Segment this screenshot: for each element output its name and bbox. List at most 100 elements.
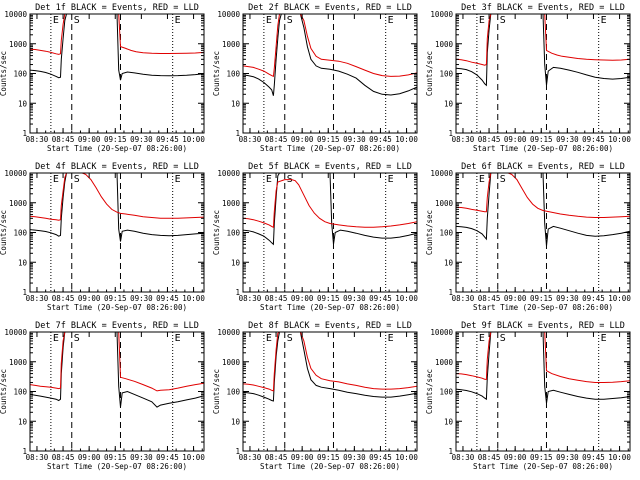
panel-1-xtick-label-4: 09:30 — [130, 135, 153, 144]
panel-9-ylabel: Counts/sec — [425, 369, 434, 414]
panel-1-xtick-label-6: 10:00 — [182, 135, 205, 144]
panel-1-ytick-label-0: 1 — [22, 129, 27, 138]
panel-7-xtick-label-4: 09:30 — [130, 453, 153, 462]
panel-6-xtick-label-2: 09:00 — [504, 294, 527, 303]
panel-5-ytick-label-1: 10 — [231, 258, 241, 267]
panel-3-series-events — [456, 14, 630, 87]
panel-8-ytick-label-1: 10 — [231, 417, 241, 426]
panel-7-xtick-label-5: 09:45 — [156, 453, 179, 462]
panel-8-ytick-label-2: 100 — [226, 388, 240, 397]
panel-3-xtick-label-0: 08:30 — [452, 135, 475, 144]
panel-2-series-lld — [243, 14, 417, 78]
panel-1-xlabel: Start Time (20-Sep-07 08:26:00) — [47, 144, 187, 153]
panel-1-ytick-label-2: 100 — [13, 70, 27, 79]
panel-2-xtick-label-4: 09:30 — [343, 135, 366, 144]
panel-1-ylabel: Counts/sec — [0, 51, 8, 96]
panel-5-marker-label-1: E — [266, 174, 272, 185]
panel-7-xtick-label-3: 09:15 — [104, 453, 127, 462]
panel-6-ytick-label-1: 10 — [444, 258, 454, 267]
panel-9-ytick-label-0: 1 — [448, 447, 453, 456]
panel-2-title: Det 2f BLACK = Events, RED = LLD — [248, 3, 412, 13]
panel-7-ytick-label-4: 10000 — [4, 328, 27, 337]
panel-5-xtick-label-2: 09:00 — [291, 294, 314, 303]
panel-2-xtick-label-6: 10:00 — [395, 135, 418, 144]
panel-5-xtick-label-5: 09:45 — [369, 294, 392, 303]
panel-2-xtick-label-3: 09:15 — [317, 135, 340, 144]
panel-8-series-events — [243, 332, 417, 402]
panel-5-xlabel: Start Time (20-Sep-07 08:26:00) — [260, 303, 400, 312]
panel-2-ytick-label-0: 1 — [235, 129, 240, 138]
panel-3-ytick-label-3: 1000 — [435, 40, 454, 49]
panel-7-marker-label-4: E — [175, 333, 181, 344]
panel-9-ytick-label-2: 100 — [439, 388, 453, 397]
panel-3-ytick-label-2: 100 — [439, 70, 453, 79]
panel-7-ytick-label-1: 10 — [18, 417, 28, 426]
panel-1-marker-label-1: E — [53, 15, 59, 26]
panel-5-series-events — [243, 173, 417, 246]
panel-8-marker-label-1: E — [266, 333, 272, 344]
panel-7-xlabel: Start Time (20-Sep-07 08:26:00) — [47, 462, 187, 471]
panel-3-ytick-label-0: 1 — [448, 129, 453, 138]
panel-6-xlabel: Start Time (20-Sep-07 08:26:00) — [473, 303, 613, 312]
panel-1-xtick-label-1: 08:45 — [52, 135, 75, 144]
panel-1-frame — [29, 13, 205, 134]
panel-9-marker-label-1: E — [479, 333, 485, 344]
panel-4-xtick-label-4: 09:30 — [130, 294, 153, 303]
panel-5-xtick-label-0: 08:30 — [239, 294, 262, 303]
panel-5-ytick-label-3: 1000 — [222, 199, 241, 208]
panel-1-marker-label-4: E — [175, 15, 181, 26]
panel-6-ylabel: Counts/sec — [425, 210, 434, 255]
panel-3-marker-label-1: E — [479, 15, 485, 26]
panel-7-title: Det 7f BLACK = Events, RED = LLD — [35, 321, 199, 331]
panel-2-series-events — [243, 14, 417, 96]
panel-4-frame — [29, 172, 205, 293]
panel-5-series-lld — [243, 179, 417, 229]
panel-1-title: Det 1f BLACK = Events, RED = LLD — [35, 3, 199, 13]
panel-4-xtick-label-0: 08:30 — [26, 294, 49, 303]
panel-1-xtick-label-3: 09:15 — [104, 135, 127, 144]
panel-4-ytick-label-2: 100 — [13, 229, 27, 238]
panel-8: Det 8f BLACK = Events, RED = LLD E S E 1 10 10… — [212, 321, 418, 471]
panel-4-xtick-label-5: 09:45 — [156, 294, 179, 303]
panel-4-ytick-label-0: 1 — [22, 288, 27, 297]
panel-7-ytick-label-2: 100 — [13, 388, 27, 397]
panel-7-marker-label-2: S — [74, 333, 80, 344]
panel-3-xtick-label-5: 09:45 — [582, 135, 605, 144]
panel-1-marker-label-2: S — [74, 15, 80, 26]
panel-1-xtick-label-5: 09:45 — [156, 135, 179, 144]
panel-7-series-lld — [30, 332, 204, 392]
panel-8-xtick-label-3: 09:15 — [317, 453, 340, 462]
panel-4-ytick-label-4: 10000 — [4, 169, 27, 178]
panel-8-ylabel: Counts/sec — [212, 369, 221, 414]
panel-1-series-events — [30, 14, 204, 81]
panel-8-series-lld — [243, 332, 417, 392]
panel-5-marker-label-4: E — [388, 174, 394, 185]
panel-4-xtick-label-1: 08:45 — [52, 294, 75, 303]
panel-2-ytick-label-3: 1000 — [222, 40, 241, 49]
panel-9-xtick-label-3: 09:15 — [530, 453, 553, 462]
panel-9-xtick-label-2: 09:00 — [504, 453, 527, 462]
panel-5-ytick-label-0: 1 — [235, 288, 240, 297]
panel-8-xtick-label-6: 10:00 — [395, 453, 418, 462]
panel-4-ylabel: Counts/sec — [0, 210, 8, 255]
panel-3: Det 3f BLACK = Events, RED = LLD E S E 1 10 10… — [425, 3, 631, 153]
panel-7-xtick-label-1: 08:45 — [52, 453, 75, 462]
panel-3-marker-label-2: S — [500, 15, 506, 26]
panel-5-title: Det 5f BLACK = Events, RED = LLD — [248, 162, 412, 172]
panel-2-xtick-label-1: 08:45 — [265, 135, 288, 144]
panel-6-marker-label-1: E — [479, 174, 485, 185]
panel-3-ytick-label-4: 10000 — [430, 10, 453, 19]
panel-6-ytick-label-4: 10000 — [430, 169, 453, 178]
panel-8-ytick-label-3: 1000 — [222, 358, 241, 367]
panel-6-xtick-label-3: 09:15 — [530, 294, 553, 303]
panel-6-ytick-label-3: 1000 — [435, 199, 454, 208]
panel-8-xtick-label-5: 09:45 — [369, 453, 392, 462]
panel-4-series-events — [30, 173, 204, 242]
panel-2-ylabel: Counts/sec — [212, 51, 221, 96]
panel-1-ytick-label-4: 10000 — [4, 10, 27, 19]
panel-8-ytick-label-0: 1 — [235, 447, 240, 456]
panel-6-series-events — [456, 173, 630, 247]
panel-1-xtick-label-2: 09:00 — [78, 135, 101, 144]
panel-9-xtick-label-0: 08:30 — [452, 453, 475, 462]
